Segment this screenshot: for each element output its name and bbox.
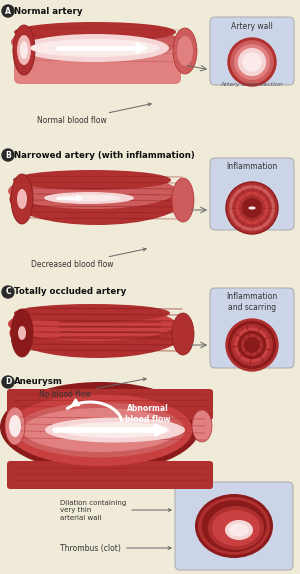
Ellipse shape (44, 192, 134, 204)
Text: Inflammation
and scarring: Inflammation and scarring (226, 292, 278, 312)
Ellipse shape (13, 170, 171, 190)
Circle shape (231, 41, 273, 83)
Ellipse shape (8, 173, 176, 209)
Text: B: B (5, 150, 11, 160)
Ellipse shape (11, 174, 33, 224)
Ellipse shape (8, 307, 176, 341)
FancyBboxPatch shape (14, 50, 181, 84)
Ellipse shape (248, 207, 256, 210)
Circle shape (228, 38, 276, 86)
Circle shape (226, 319, 278, 371)
Text: Aneurysm: Aneurysm (14, 378, 63, 386)
Ellipse shape (21, 34, 169, 62)
Text: Dilation containing
very thin
arterial wall: Dilation containing very thin arterial w… (60, 499, 171, 521)
Ellipse shape (11, 309, 33, 357)
Ellipse shape (208, 506, 264, 550)
Circle shape (238, 331, 266, 359)
Text: D: D (5, 378, 11, 386)
FancyBboxPatch shape (210, 288, 294, 368)
Circle shape (2, 286, 14, 298)
Text: Normal blood flow: Normal blood flow (37, 103, 151, 125)
Ellipse shape (212, 510, 260, 546)
FancyBboxPatch shape (210, 158, 294, 230)
Ellipse shape (5, 407, 25, 445)
Ellipse shape (10, 308, 184, 358)
Circle shape (226, 182, 278, 234)
Text: Inflammation: Inflammation (226, 162, 278, 171)
Ellipse shape (22, 408, 178, 452)
Circle shape (232, 325, 272, 365)
Text: A: A (5, 6, 11, 15)
Circle shape (249, 342, 255, 348)
Ellipse shape (14, 304, 170, 322)
Circle shape (229, 321, 275, 369)
Text: Abnormal
blood flow: Abnormal blood flow (125, 404, 171, 424)
Circle shape (243, 199, 261, 218)
Text: Narrowed artery (with inflammation): Narrowed artery (with inflammation) (14, 150, 195, 160)
Ellipse shape (11, 23, 179, 61)
Ellipse shape (8, 394, 193, 466)
Ellipse shape (13, 25, 35, 75)
Circle shape (2, 149, 14, 161)
Ellipse shape (56, 195, 122, 201)
Circle shape (233, 189, 271, 227)
Text: No blood flow: No blood flow (39, 378, 146, 399)
Ellipse shape (14, 22, 176, 42)
FancyBboxPatch shape (210, 17, 294, 85)
Circle shape (236, 192, 268, 224)
Circle shape (245, 338, 259, 352)
Text: Decreased blood flow: Decreased blood flow (31, 248, 146, 269)
Ellipse shape (0, 382, 200, 472)
Ellipse shape (10, 173, 184, 225)
Text: Totally occluded artery: Totally occluded artery (14, 288, 126, 297)
Ellipse shape (225, 520, 253, 540)
Circle shape (230, 186, 274, 230)
Ellipse shape (192, 410, 212, 442)
Ellipse shape (30, 39, 160, 57)
Circle shape (235, 45, 269, 79)
Text: Normal artery: Normal artery (14, 6, 82, 15)
FancyBboxPatch shape (175, 482, 293, 570)
Text: Artery cross-section: Artery cross-section (220, 82, 284, 87)
Circle shape (227, 183, 277, 232)
Ellipse shape (60, 422, 170, 438)
Text: Artery wall: Artery wall (231, 22, 273, 31)
Text: C: C (5, 288, 11, 297)
Circle shape (238, 49, 266, 75)
Circle shape (243, 53, 261, 71)
Ellipse shape (45, 417, 185, 443)
Circle shape (242, 335, 262, 355)
Ellipse shape (229, 523, 249, 537)
Text: Thrombus (clot): Thrombus (clot) (60, 544, 171, 553)
Ellipse shape (17, 189, 27, 209)
Ellipse shape (198, 497, 270, 555)
Ellipse shape (177, 36, 193, 66)
Ellipse shape (173, 28, 197, 74)
Ellipse shape (172, 313, 194, 355)
Ellipse shape (20, 41, 28, 59)
FancyBboxPatch shape (7, 389, 213, 420)
Ellipse shape (195, 494, 273, 558)
Ellipse shape (172, 178, 194, 222)
Ellipse shape (9, 415, 21, 437)
Circle shape (239, 196, 265, 220)
Circle shape (2, 376, 14, 388)
FancyBboxPatch shape (7, 461, 213, 489)
Ellipse shape (17, 35, 31, 65)
Circle shape (235, 328, 269, 362)
Circle shape (2, 5, 14, 17)
Ellipse shape (18, 326, 26, 340)
Ellipse shape (202, 500, 266, 552)
Ellipse shape (13, 25, 187, 77)
Ellipse shape (15, 402, 185, 457)
